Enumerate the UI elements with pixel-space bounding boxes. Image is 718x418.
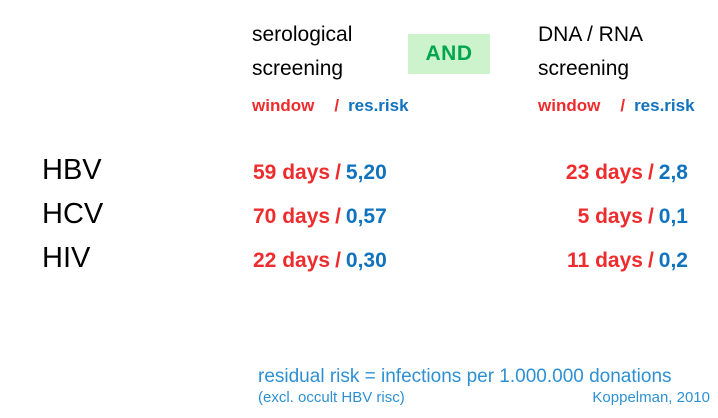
slash: / (647, 249, 654, 272)
slash: / (334, 96, 340, 115)
footer-note: (excl. occult HBV risc) (258, 389, 405, 406)
nat-value-hcv: 5 days/0,1 (578, 205, 688, 229)
slash: / (335, 161, 341, 184)
footer: residual risk = infections per 1.000.000… (258, 366, 710, 406)
residual-risk: 0,1 (658, 205, 688, 228)
footer-citation: Koppelman, 2010 (592, 389, 710, 406)
dna-rna-screening-header: DNA / RNA screening (538, 18, 643, 86)
and-badge: AND (408, 34, 490, 74)
residual-risk: 2,8 (658, 161, 688, 184)
footer-second-line: (excl. occult HBV risc) Koppelman, 2010 (258, 389, 710, 406)
residual-risk: 0,2 (658, 249, 688, 272)
res-risk-label: res.risk (348, 96, 409, 115)
slash: / (335, 249, 341, 272)
subheader-serological: window / res.risk (252, 95, 409, 117)
window-label: window (538, 96, 601, 115)
and-label: AND (425, 42, 473, 65)
slash: / (647, 161, 654, 184)
sero-value-hiv: 22 days/0,30 (253, 249, 387, 273)
slash: / (620, 96, 626, 115)
window-days: 23 days (565, 161, 643, 184)
dna-rna-header-line1: DNA / RNA (538, 23, 644, 46)
res-risk-label: res.risk (634, 96, 695, 115)
serological-screening-header: serological screening (252, 18, 352, 86)
residual-risk: 5,20 (345, 161, 387, 184)
residual-risk: 0,30 (345, 249, 387, 272)
window-days: 5 days (577, 205, 643, 228)
residual-risk-definition: residual risk = infections per 1.000.000… (258, 366, 672, 387)
window-label: window (252, 96, 315, 115)
dna-rna-header-line2: screening (538, 57, 630, 80)
row-label-hiv: HIV (42, 242, 91, 274)
nat-value-hiv: 11 days/0,2 (567, 249, 688, 273)
serological-header-line2: screening (252, 57, 344, 80)
window-days: 11 days (567, 249, 643, 272)
window-days: 70 days (253, 205, 331, 228)
serological-header-line1: serological (252, 23, 353, 46)
subheader-dna-rna: window / res.risk (538, 95, 695, 117)
slash: / (335, 205, 341, 228)
row-label-hbv: HBV (42, 154, 102, 186)
sero-value-hbv: 59 days/5,20 (253, 161, 387, 185)
window-days: 22 days (253, 249, 331, 272)
nat-value-hbv: 23 days/2,8 (566, 161, 688, 185)
residual-risk: 0,57 (345, 205, 387, 228)
window-days: 59 days (253, 161, 331, 184)
slash: / (647, 205, 654, 228)
sero-value-hcv: 70 days/0,57 (253, 205, 387, 229)
row-label-hcv: HCV (42, 198, 104, 230)
